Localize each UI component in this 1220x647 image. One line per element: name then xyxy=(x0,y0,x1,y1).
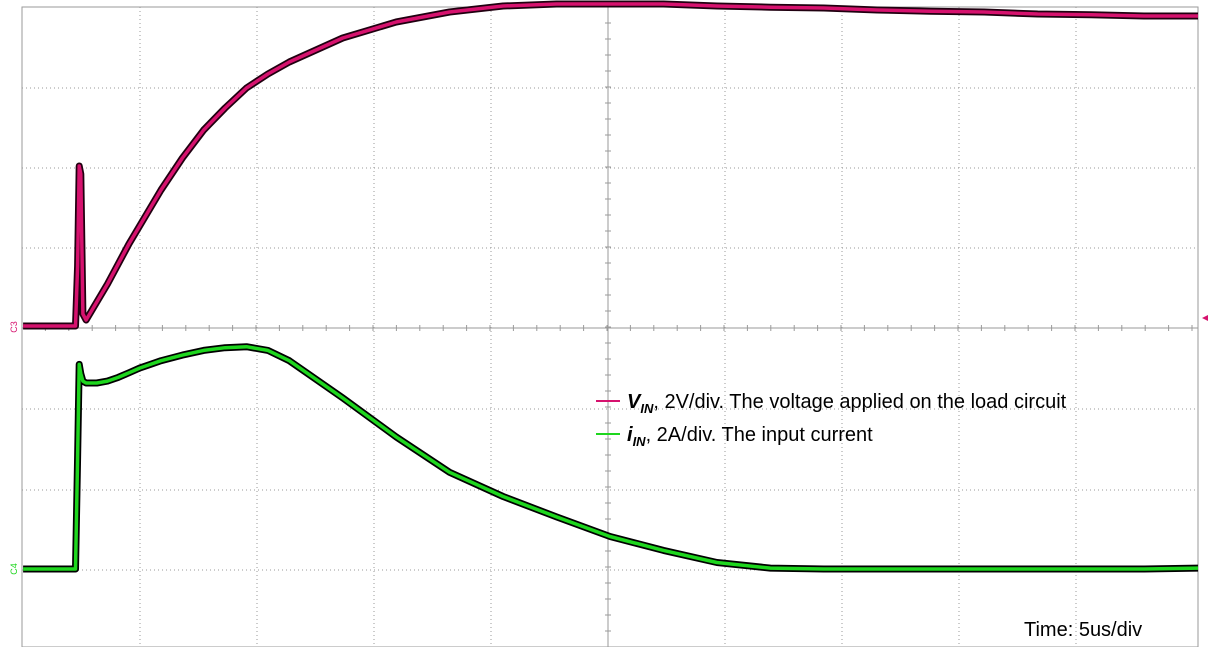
trigger-level-arrow xyxy=(1202,315,1208,321)
channel-markers: C3 C4 xyxy=(9,315,1208,575)
legend-label-iin: iIN, 2A/div. The input current xyxy=(627,424,873,449)
graticule xyxy=(21,6,1198,647)
trace-vin xyxy=(23,2,1198,328)
legend-label-vin: VIN, 2V/div. The voltage applied on the … xyxy=(627,391,1067,416)
legend: VIN, 2V/div. The voltage applied on the … xyxy=(596,391,1067,449)
traces xyxy=(23,0,1199,573)
channel-3-marker: C3 xyxy=(9,321,19,333)
time-base-label: Time: 5us/div xyxy=(1024,619,1142,641)
legend-entry-vin: VIN, 2V/div. The voltage applied on the … xyxy=(596,391,1067,416)
legend-entry-iin: iIN, 2A/div. The input current xyxy=(596,424,873,449)
channel-4-marker: C4 xyxy=(9,563,19,575)
trace-iin xyxy=(23,344,1199,571)
